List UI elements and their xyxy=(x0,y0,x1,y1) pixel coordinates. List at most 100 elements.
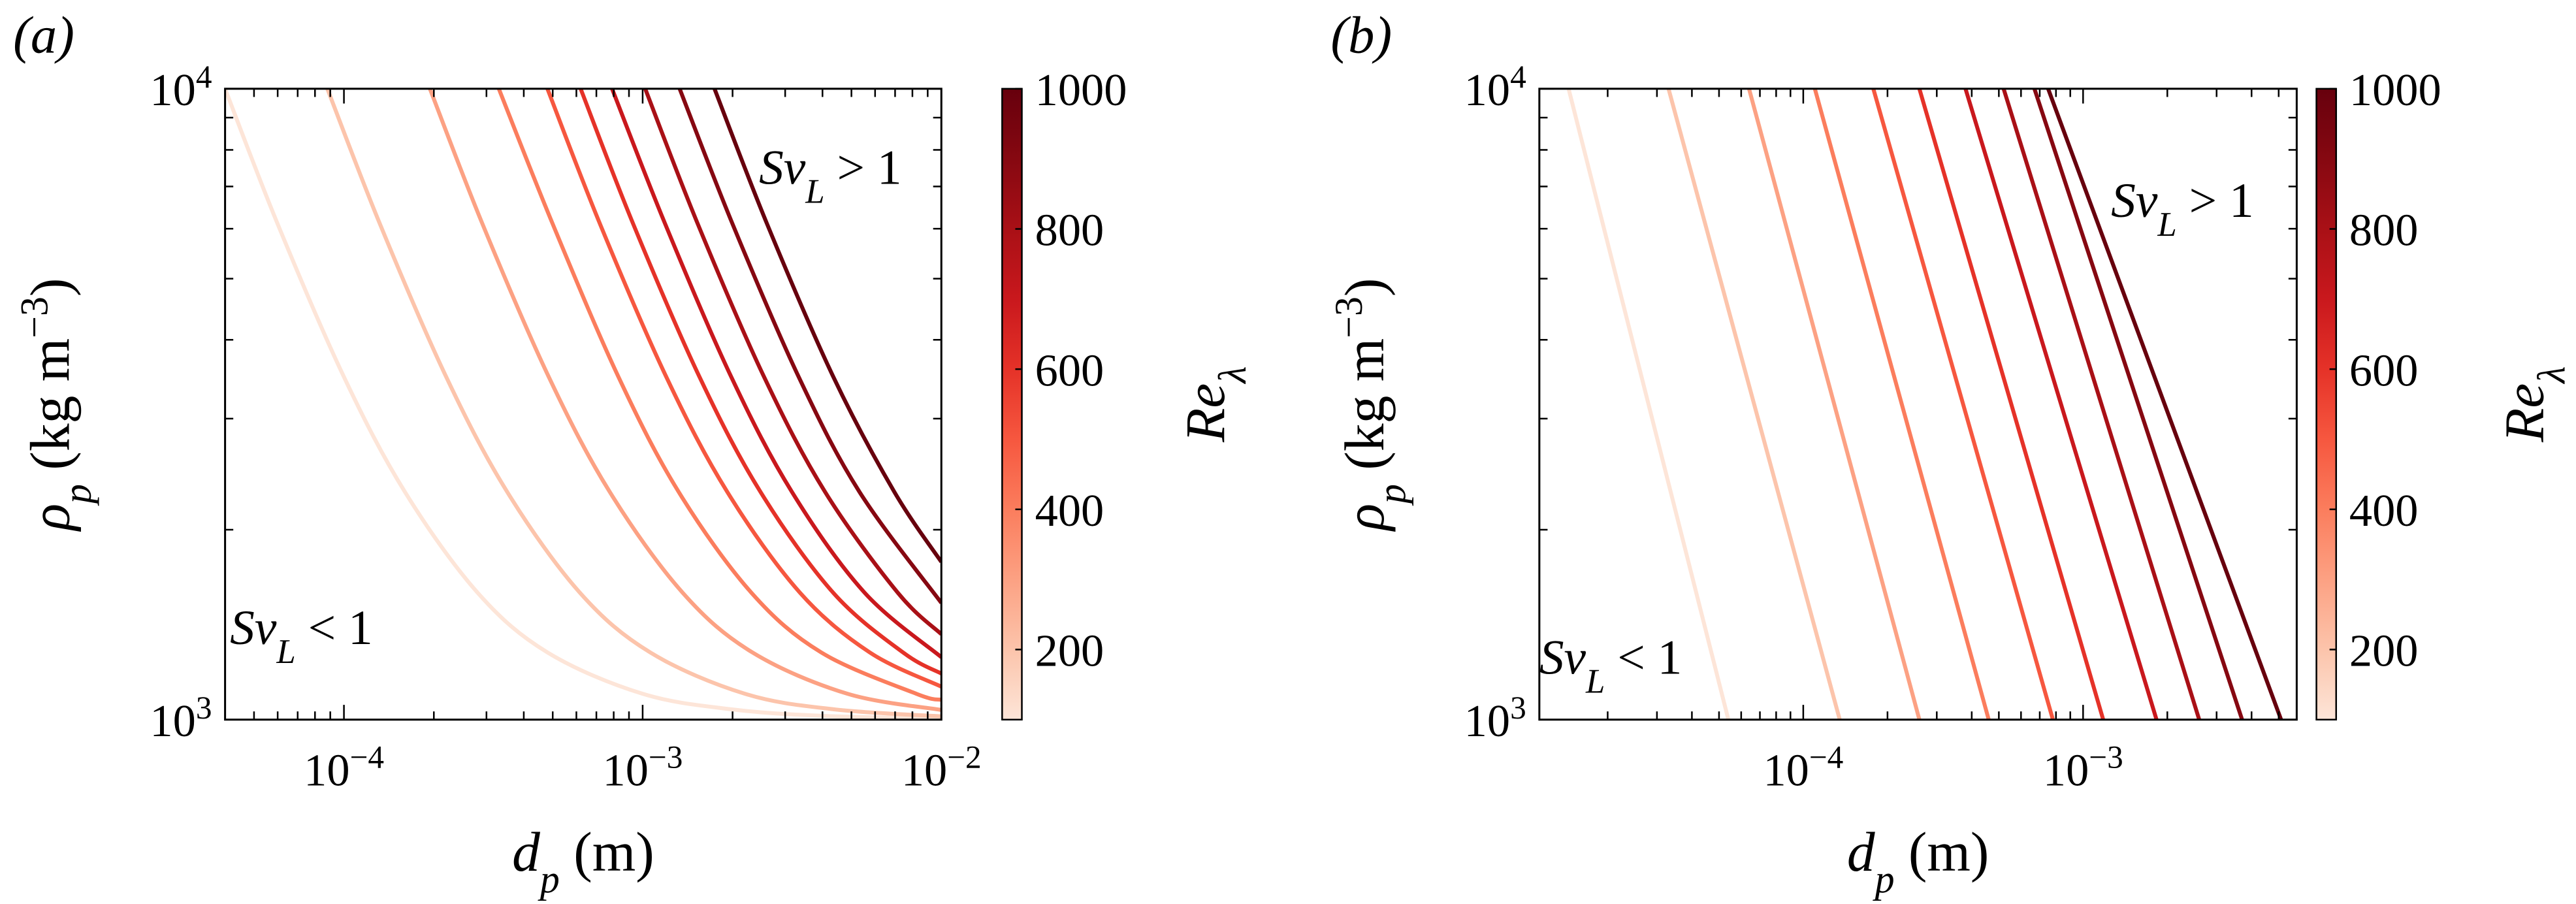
tick-exp: 3 xyxy=(196,689,212,725)
curve xyxy=(2001,88,2201,720)
label-part: p xyxy=(1873,858,1895,901)
colorbar-label: Reλ xyxy=(2494,366,2573,443)
label-part: < 1 xyxy=(296,601,373,655)
label-part: Re xyxy=(1175,383,1236,443)
label-part: ρ xyxy=(1334,504,1396,532)
colorbar xyxy=(1001,88,1023,721)
label-part: Sv xyxy=(2111,174,2158,228)
y-tick-label: 104 xyxy=(150,59,212,116)
label-part: L xyxy=(276,633,295,671)
curve xyxy=(325,88,942,718)
plot-frame xyxy=(224,88,942,721)
tick-exp: 3 xyxy=(1510,689,1526,725)
colorbar xyxy=(2315,88,2338,721)
label-part: ) xyxy=(20,278,82,297)
x-tick-label: 10−4 xyxy=(304,739,384,796)
annotation: SvL > 1 xyxy=(759,141,902,211)
curves xyxy=(1566,88,2283,720)
curve xyxy=(225,88,942,720)
curve xyxy=(1963,88,2159,720)
label-part: p xyxy=(1370,484,1413,506)
curve xyxy=(1566,88,1731,720)
label-part: λ xyxy=(1211,366,1254,385)
tick-base: 10 xyxy=(150,65,195,116)
tick-exp: −4 xyxy=(1809,739,1843,775)
curve xyxy=(1747,88,1922,720)
y-axis-label: ρp (kg m−3) xyxy=(13,278,99,532)
label-part: Sv xyxy=(759,141,806,195)
y-axis-label: ρp (kg m−3) xyxy=(1327,278,1413,532)
label-part: d xyxy=(512,822,540,883)
colorbar-tick-label: 1000 xyxy=(1035,65,1127,116)
curve xyxy=(1812,88,1991,720)
x-tick-label: 10−2 xyxy=(901,739,982,796)
label-part: ) xyxy=(1334,278,1396,297)
curve xyxy=(1666,88,1842,720)
tick-exp: 4 xyxy=(196,59,212,95)
label-part: Re xyxy=(2494,383,2556,443)
label-part: λ xyxy=(2530,366,2573,385)
tick-base: 10 xyxy=(1763,745,1809,796)
label-part: L xyxy=(2157,206,2176,244)
panel-label: (a) xyxy=(13,7,74,65)
annotation: SvL > 1 xyxy=(2111,174,2254,244)
curve xyxy=(1917,88,2106,720)
tick-base: 10 xyxy=(603,745,649,796)
colorbar-tick-label: 600 xyxy=(1035,345,1104,396)
x-axis-label: dp (m) xyxy=(512,822,654,901)
colorbar-tick-label: 800 xyxy=(1035,205,1104,256)
curve xyxy=(610,88,942,659)
tick-base: 10 xyxy=(901,745,947,796)
annotation: SvL < 1 xyxy=(1539,630,1682,700)
x-tick-label: 10−4 xyxy=(1763,739,1843,796)
curve xyxy=(545,88,942,688)
label-part: > 1 xyxy=(2177,174,2254,228)
label-part: Sv xyxy=(230,601,277,655)
annotation: SvL < 1 xyxy=(230,601,373,671)
label-part: p xyxy=(538,858,560,901)
colorbar-tick-label: 800 xyxy=(2349,205,2419,256)
label-part: (m) xyxy=(560,822,654,883)
y-tick-label: 103 xyxy=(1464,689,1526,747)
colorbar-tick-label: 400 xyxy=(1035,485,1104,536)
tick-exp: −2 xyxy=(947,739,981,775)
colorbar-tick-label: 200 xyxy=(2349,626,2419,677)
tick-base: 10 xyxy=(2043,745,2089,796)
plot-frame xyxy=(1538,88,2298,721)
tick-base: 10 xyxy=(1464,696,1510,747)
curve xyxy=(428,88,942,712)
label-part: L xyxy=(1585,662,1605,700)
colorbar-tick-label: 600 xyxy=(2349,345,2419,396)
panel-label: (b) xyxy=(1330,7,1392,65)
x-tick-label: 10−3 xyxy=(603,739,683,796)
tick-base: 10 xyxy=(304,745,349,796)
curve xyxy=(2046,88,2283,720)
curve xyxy=(1871,88,2055,720)
curves xyxy=(225,88,942,720)
colorbar-tick-label: 200 xyxy=(1035,626,1104,677)
label-part: (m) xyxy=(1895,822,1989,883)
tick-exp: −3 xyxy=(2089,739,2123,775)
tick-base: 10 xyxy=(150,696,195,747)
label-part: p xyxy=(56,484,99,506)
curve xyxy=(579,88,942,675)
tick-exp: −3 xyxy=(649,739,683,775)
curve xyxy=(677,88,942,604)
label-part: −3 xyxy=(1327,297,1370,338)
tick-base: 10 xyxy=(1464,65,1510,116)
label-part: −3 xyxy=(13,297,56,338)
label-part: < 1 xyxy=(1605,630,1682,685)
label-part: (kg m xyxy=(20,338,82,484)
curve xyxy=(496,88,942,702)
tick-exp: 4 xyxy=(1510,59,1526,95)
colorbar-label: Reλ xyxy=(1175,366,1254,443)
colorbar-tick-label: 400 xyxy=(2349,485,2419,536)
label-part: Sv xyxy=(1539,630,1586,685)
x-tick-label: 10−3 xyxy=(2043,739,2123,796)
curve xyxy=(713,88,942,564)
label-part: d xyxy=(1847,822,1875,883)
label-part: > 1 xyxy=(825,141,902,195)
tick-exp: −4 xyxy=(350,739,384,775)
